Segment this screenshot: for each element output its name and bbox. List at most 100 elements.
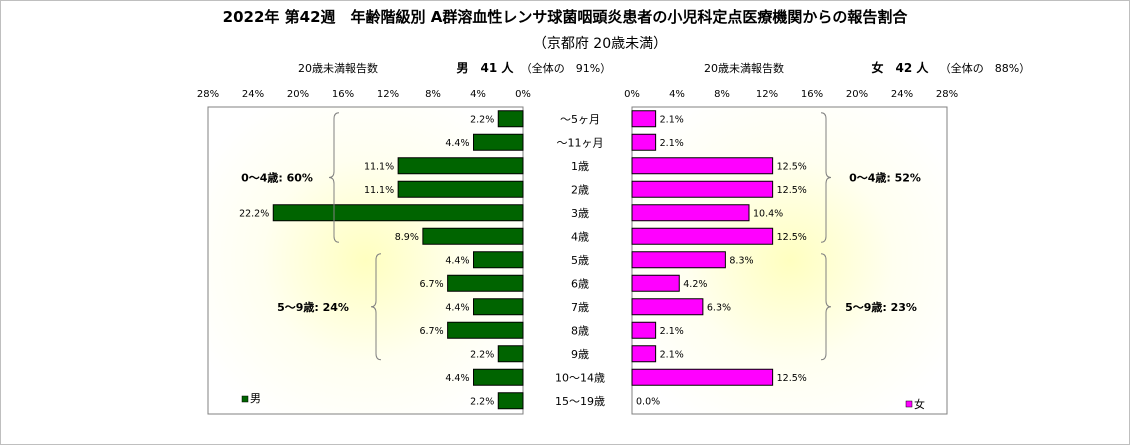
male-bar xyxy=(397,180,524,198)
category-label: 5歳 xyxy=(571,254,589,267)
category-label: 3歳 xyxy=(571,207,589,220)
female-tick-label: 20% xyxy=(846,89,868,100)
male-value-label: 4.4% xyxy=(445,302,469,313)
category-label: 7歳 xyxy=(571,301,589,314)
category-label: 2歳 xyxy=(571,183,589,196)
female-tick-label: 4% xyxy=(669,89,685,100)
female-value-label: 12.5% xyxy=(777,232,807,243)
male-value-label: 6.7% xyxy=(419,326,443,337)
female-header-share: （全体の 88%） xyxy=(940,61,1030,75)
female-value-label: 2.1% xyxy=(660,326,684,337)
female-group-brace xyxy=(820,112,832,243)
male-bar xyxy=(473,251,524,269)
female-bar xyxy=(631,251,726,269)
chart-title: 2022年 第42週 年齢階級別 A群溶血性レンサ球菌咽頭炎患者の小児科定点医療… xyxy=(223,8,909,26)
legend-male-label: 男 xyxy=(250,392,261,405)
male-bar xyxy=(422,227,524,245)
male-tick-label: 0% xyxy=(515,89,531,100)
male-tick-label: 16% xyxy=(332,89,354,100)
female-bar xyxy=(631,368,774,386)
male-tick-label: 24% xyxy=(242,89,264,100)
female-bar xyxy=(631,204,750,222)
female-value-label: 2.1% xyxy=(660,114,684,125)
male-group-label: 0～4歳: 60% xyxy=(241,171,313,185)
female-value-label: 2.1% xyxy=(660,138,684,149)
category-label: ～11ヶ月 xyxy=(557,136,604,149)
female-value-label: 2.1% xyxy=(660,349,684,360)
female-tick-label: 8% xyxy=(714,89,730,100)
male-header-count: 男 41 人 xyxy=(457,60,515,75)
female-bar xyxy=(631,180,774,198)
category-label: 9歳 xyxy=(571,348,589,361)
male-group-brace xyxy=(370,253,382,361)
legend-female-swatch xyxy=(905,400,913,408)
male-value-label: 11.1% xyxy=(364,185,394,196)
male-bar xyxy=(473,298,524,316)
female-value-label: 12.5% xyxy=(777,161,807,172)
male-bar xyxy=(397,157,524,175)
female-group-label: 0～4歳: 52% xyxy=(849,171,921,185)
male-value-label: 11.1% xyxy=(364,161,394,172)
male-value-label: 2.2% xyxy=(470,396,494,407)
category-label: 1歳 xyxy=(571,160,589,173)
category-label: ～5ヶ月 xyxy=(560,113,600,126)
male-bar xyxy=(473,133,524,151)
male-group-label: 5～9歳: 24% xyxy=(277,300,349,314)
male-value-label: 4.4% xyxy=(445,255,469,266)
male-tick-label: 4% xyxy=(470,89,486,100)
male-value-label: 6.7% xyxy=(419,279,443,290)
female-value-label: 0.0% xyxy=(636,396,660,407)
female-header-count: 女 42 人 xyxy=(872,60,930,75)
male-bar xyxy=(473,368,524,386)
category-label: 10～14歳 xyxy=(555,371,605,384)
female-bar xyxy=(631,274,680,292)
legend-male-swatch xyxy=(241,395,249,403)
male-value-label: 2.2% xyxy=(470,114,494,125)
female-value-label: 8.3% xyxy=(729,255,753,266)
male-tick-label: 8% xyxy=(425,89,441,100)
female-bar xyxy=(631,298,704,316)
male-header-share: （全体の 91%） xyxy=(521,61,611,75)
female-value-label: 6.3% xyxy=(707,302,731,313)
female-value-label: 12.5% xyxy=(777,373,807,384)
female-value-label: 4.2% xyxy=(683,279,707,290)
female-bar xyxy=(631,345,657,363)
female-value-label: 12.5% xyxy=(777,185,807,196)
male-tick-label: 28% xyxy=(197,89,219,100)
male-value-label: 4.4% xyxy=(445,138,469,149)
female-tick-label: 28% xyxy=(936,89,958,100)
category-label: 15～19歳 xyxy=(555,395,605,408)
female-tick-label: 16% xyxy=(801,89,823,100)
male-tick-label: 12% xyxy=(377,89,399,100)
male-header-label: 20歳未満報告数 xyxy=(298,62,378,75)
male-group-brace xyxy=(328,112,340,243)
male-value-label: 8.9% xyxy=(395,232,419,243)
female-tick-label: 0% xyxy=(624,89,640,100)
female-bar xyxy=(631,157,774,175)
legend-female-label: 女 xyxy=(914,397,925,411)
female-tick-label: 24% xyxy=(891,89,913,100)
female-tick-label: 12% xyxy=(756,89,778,100)
male-value-label: 22.2% xyxy=(239,208,269,219)
male-value-label: 2.2% xyxy=(470,349,494,360)
category-label: 4歳 xyxy=(571,230,589,243)
female-bar xyxy=(631,133,657,151)
male-bar xyxy=(272,204,524,222)
male-bar xyxy=(447,321,524,339)
male-tick-label: 20% xyxy=(287,89,309,100)
female-value-label: 10.4% xyxy=(753,208,783,219)
female-bar xyxy=(631,227,774,245)
female-header-label: 20歳未満報告数 xyxy=(704,62,784,75)
male-value-label: 4.4% xyxy=(445,373,469,384)
male-bar xyxy=(497,392,524,410)
male-bar xyxy=(447,274,524,292)
female-bar xyxy=(631,110,657,128)
chart-subtitle: （京都府 20歳未満） xyxy=(533,36,667,52)
category-label: 6歳 xyxy=(571,277,589,290)
female-bar xyxy=(631,321,657,339)
category-label: 8歳 xyxy=(571,324,589,337)
male-bar xyxy=(497,345,524,363)
female-group-brace xyxy=(820,253,832,361)
male-bar xyxy=(497,110,524,128)
